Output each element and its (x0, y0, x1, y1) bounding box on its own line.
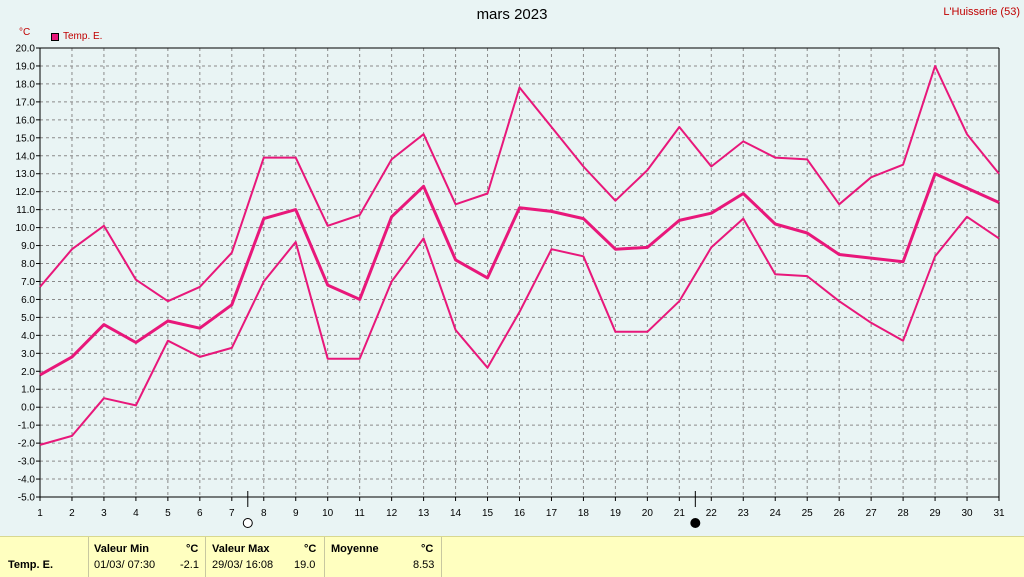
x-tick-label: 12 (386, 508, 398, 519)
y-axis-ticks: -5.0 -4.0 -3.0 -2.0 -1.0 0.0 1.0 2.0 3.0 4.0 5.0 6.… (16, 44, 40, 504)
y-tick-label: 16.0 (16, 115, 36, 126)
y-tick-label: 0.0 (21, 403, 35, 414)
max-value: 19.0 (294, 559, 316, 571)
x-tick-label: 22 (706, 508, 718, 519)
y-tick-label: 20.0 (16, 44, 36, 55)
stats-series-label: Temp. E. (8, 559, 54, 571)
x-tick-label: 15 (482, 508, 494, 519)
y-tick-label: -3.0 (18, 457, 36, 468)
x-tick-label: 31 (993, 508, 1005, 519)
y-tick-label: -2.0 (18, 439, 36, 450)
full-moon-icon (242, 518, 253, 528)
stats-panel: Temp. E. Valeur Min °C 01/03/ 07:30 -2.1… (0, 536, 1024, 577)
x-tick-label: 20 (642, 508, 654, 519)
x-tick-label: 27 (866, 508, 878, 519)
x-tick-label: 8 (261, 508, 267, 519)
min-value: -2.1 (180, 559, 199, 571)
legend-label: Temp. E. (63, 31, 103, 42)
x-tick-label: 29 (930, 508, 942, 519)
max-datetime: 29/03/ 16:08 (212, 559, 274, 571)
mean-unit: °C (421, 543, 434, 555)
max-unit: °C (304, 543, 317, 555)
x-tick-label: 26 (834, 508, 846, 519)
x-tick-label: 19 (610, 508, 622, 519)
y-tick-label: 12.0 (16, 187, 36, 198)
mean-value: 8.53 (413, 559, 435, 571)
x-tick-label: 2 (69, 508, 75, 519)
y-tick-label: 3.0 (21, 349, 35, 360)
x-tick-label: 7 (229, 508, 235, 519)
y-tick-label: -4.0 (18, 475, 36, 486)
y-tick-label: 10.0 (16, 223, 36, 234)
series-lines (39, 65, 1000, 446)
x-tick-label: 3 (101, 508, 107, 519)
y-tick-label: 14.0 (16, 151, 36, 162)
moon-phases (242, 491, 701, 528)
y-tick-label: 11.0 (16, 205, 35, 216)
x-tick-label: 21 (674, 508, 686, 519)
x-tick-label: 24 (770, 508, 782, 519)
mean-label: Moyenne (331, 543, 379, 555)
y-tick-label: 2.0 (21, 367, 35, 378)
y-tick-label: 5.0 (21, 313, 35, 324)
x-tick-label: 30 (961, 508, 973, 519)
min-label: Valeur Min (94, 543, 150, 555)
x-tick-label: 11 (354, 508, 365, 519)
new-moon-icon (690, 518, 701, 528)
legend: Temp. E. (51, 31, 102, 42)
series-line-max (39, 65, 1000, 303)
x-tick-label: 1 (37, 508, 43, 519)
grid (39, 47, 1000, 498)
x-tick-label: 14 (450, 508, 462, 519)
y-tick-label: 8.0 (21, 259, 35, 270)
min-unit: °C (186, 543, 199, 555)
x-tick-label: 16 (514, 508, 526, 519)
x-tick-label: 5 (165, 508, 171, 519)
x-tick-label: 23 (738, 508, 750, 519)
x-tick-label: 18 (578, 508, 590, 519)
y-tick-label: 13.0 (16, 169, 36, 180)
y-tick-label: 4.0 (21, 331, 35, 342)
y-tick-label: 17.0 (16, 97, 36, 108)
x-tick-label: 6 (197, 508, 203, 519)
x-tick-label: 25 (802, 508, 814, 519)
station-location[interactable]: L'Huisserie (53) (943, 6, 1020, 18)
x-tick-label: 4 (133, 508, 139, 519)
x-tick-label: 17 (546, 508, 558, 519)
x-tick-label: 13 (418, 508, 430, 519)
y-tick-label: 6.0 (21, 295, 35, 306)
min-datetime: 01/03/ 07:30 (94, 559, 156, 571)
x-tick-label: 28 (898, 508, 910, 519)
y-tick-label: -5.0 (18, 493, 36, 504)
x-tick-label: 9 (293, 508, 299, 519)
series-line-mean (39, 172, 1000, 377)
y-tick-label: 15.0 (16, 133, 36, 144)
legend-swatch (51, 32, 59, 41)
series-line-min (39, 215, 1000, 446)
y-tick-label: 18.0 (16, 79, 36, 90)
y-tick-label: 9.0 (21, 241, 35, 252)
y-tick-label: 7.0 (21, 277, 35, 288)
max-label: Valeur Max (212, 543, 270, 555)
y-tick-label: 19.0 (16, 61, 36, 72)
x-tick-label: 10 (322, 508, 334, 519)
x-axis-ticks: 1 2 3 4 5 6 7 8 9 10 11 12 13 14 15 16 17 18 19 20 21 22 23 24 2… (37, 497, 1005, 519)
y-tick-label: -1.0 (18, 421, 36, 432)
y-tick-label: 1.0 (21, 385, 35, 396)
chart-title: mars 2023 (476, 6, 548, 23)
temperature-chart: -5.0 -4.0 -3.0 -2.0 -1.0 0.0 1.0 2.0 3.0 4.0 5.0 6.… (16, 44, 1005, 528)
y-axis-unit: °C (19, 27, 31, 38)
